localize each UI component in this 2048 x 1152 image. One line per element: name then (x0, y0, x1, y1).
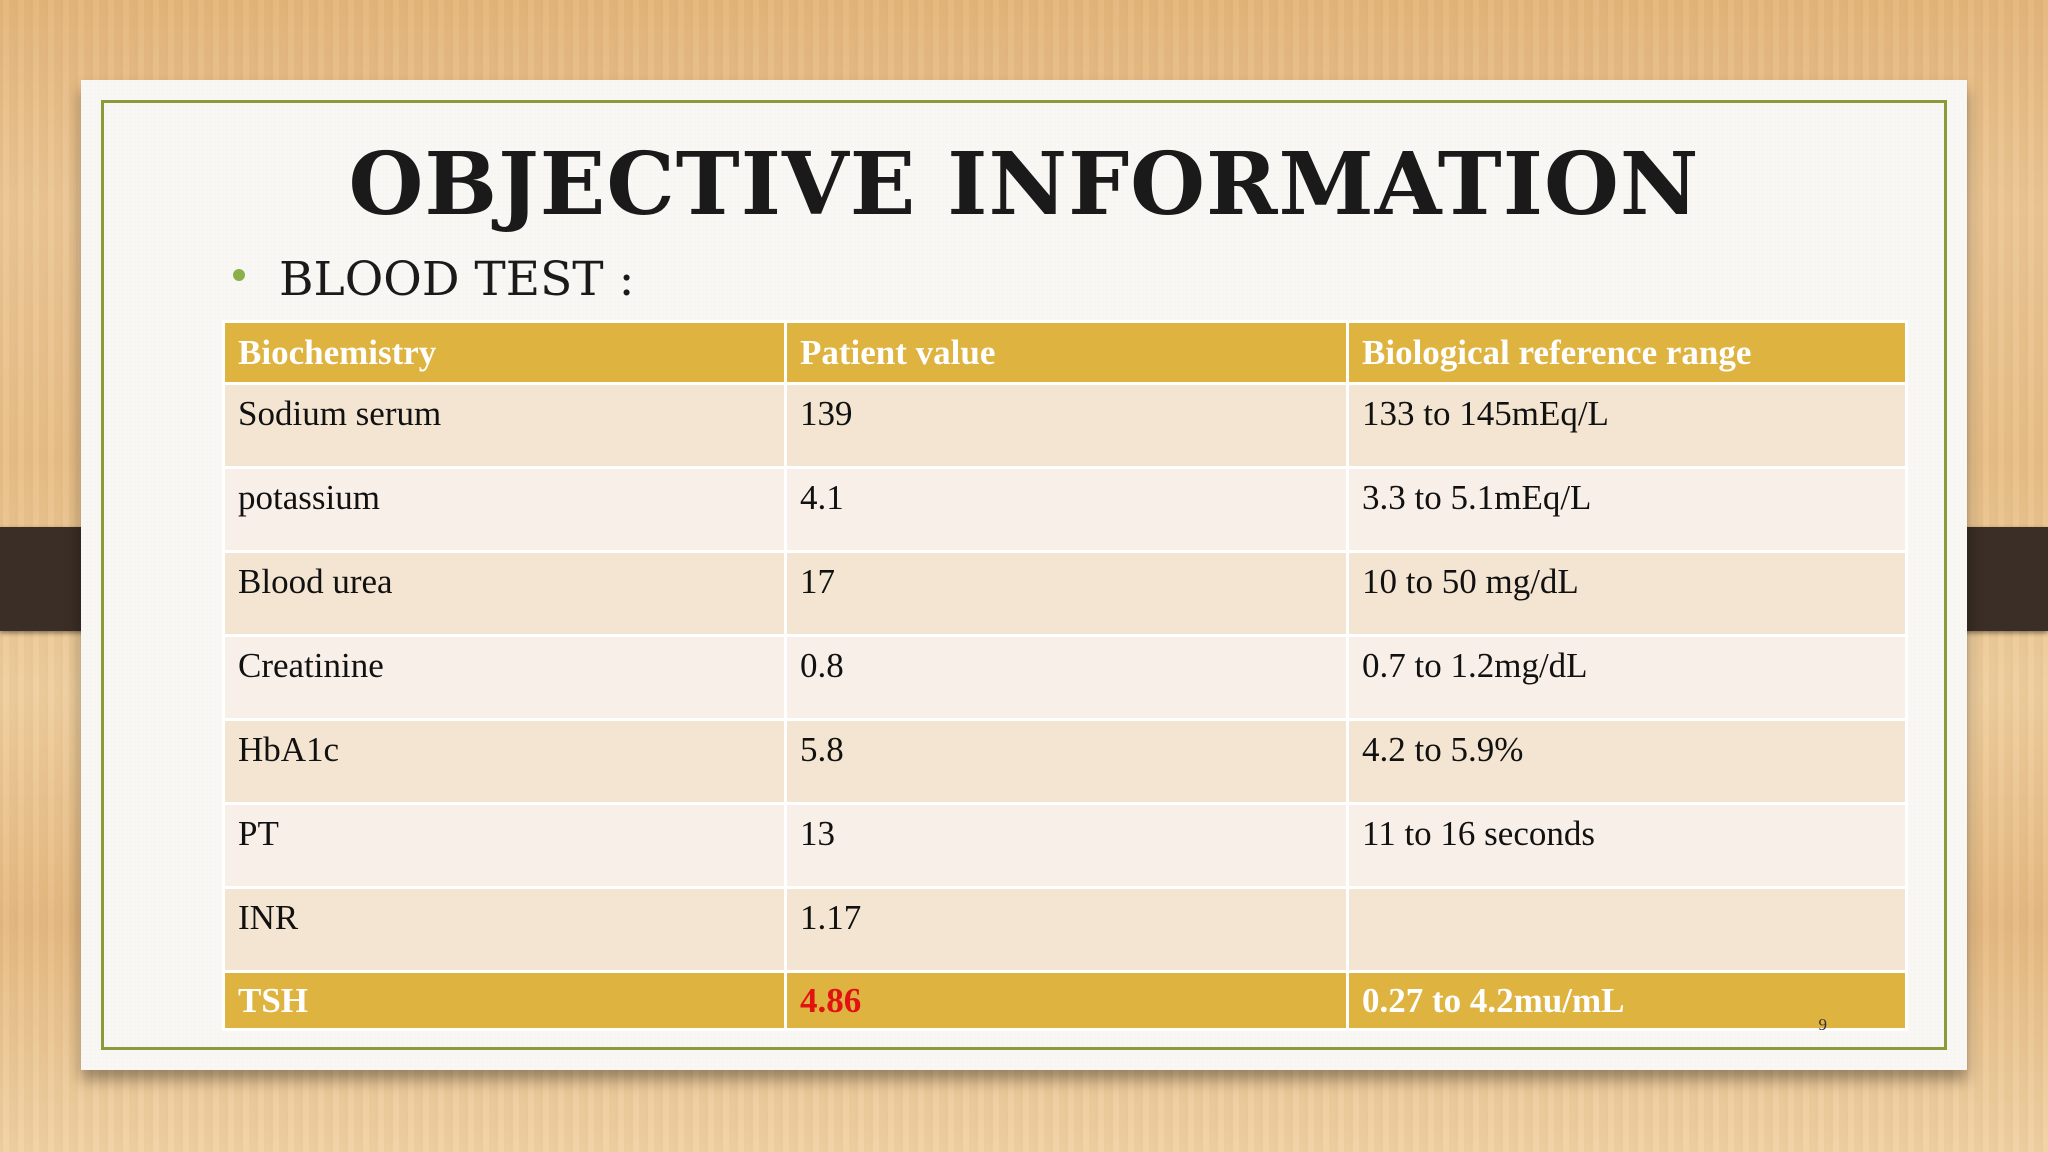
cell-range: 10 to 50 mg/dL (1346, 550, 1908, 637)
cell-value-abnormal: 4.86 (784, 970, 1349, 1031)
cell-value: 0.8 (784, 634, 1349, 721)
cell-test: potassium (222, 466, 787, 553)
slide-title: OBJECTIVE INFORMATION (348, 134, 1700, 235)
table-row-highlighted: TSH 4.86 0.27 to 4.2mu/mL (222, 970, 1908, 1031)
blood-test-table: Biochemistry Patient value Biological re… (222, 320, 1908, 1031)
bullet-item: BLOOD TEST : (233, 252, 634, 307)
cell-range: 3.3 to 5.1mEq/L (1346, 466, 1908, 553)
table-row: Creatinine 0.8 0.7 to 1.2mg/dL (222, 634, 1908, 721)
slide-card: OBJECTIVE INFORMATION BLOOD TEST : Bioch… (81, 80, 1967, 1070)
header-patient-value: Patient value (784, 320, 1349, 385)
table-row: PT 13 11 to 16 seconds (222, 802, 1908, 889)
bullet-dot-icon (233, 268, 245, 281)
cell-test: Creatinine (222, 634, 787, 721)
cell-range: 0.7 to 1.2mg/dL (1346, 634, 1908, 721)
table-header-row: Biochemistry Patient value Biological re… (222, 320, 1908, 385)
cell-range: 0.27 to 4.2mu/mL (1346, 970, 1908, 1031)
cell-test: HbA1c (222, 718, 787, 805)
table-row: Blood urea 17 10 to 50 mg/dL (222, 550, 1908, 637)
page-number: 9 (1818, 1015, 1828, 1034)
header-biochemistry: Biochemistry (222, 320, 787, 385)
cell-test: TSH (222, 970, 787, 1031)
bullet-text: BLOOD TEST : (279, 252, 635, 307)
cell-value: 17 (784, 550, 1349, 637)
cell-test: Blood urea (222, 550, 787, 637)
cell-value: 139 (784, 382, 1349, 469)
cell-test: PT (222, 802, 787, 889)
cell-range: 4.2 to 5.9% (1346, 718, 1908, 805)
cell-range: 133 to 145mEq/L (1346, 382, 1908, 469)
header-reference-range: Biological reference range (1346, 320, 1908, 385)
slide-frame (101, 100, 1947, 1050)
table-row: potassium 4.1 3.3 to 5.1mEq/L (222, 466, 1908, 553)
cell-range (1346, 886, 1908, 973)
cell-value: 13 (784, 802, 1349, 889)
cell-test: Sodium serum (222, 382, 787, 469)
cell-value: 4.1 (784, 466, 1349, 553)
table-row: INR 1.17 (222, 886, 1908, 973)
cell-range: 11 to 16 seconds (1346, 802, 1908, 889)
cell-value: 5.8 (784, 718, 1349, 805)
cell-value: 1.17 (784, 886, 1349, 973)
cell-test: INR (222, 886, 787, 973)
table-row: HbA1c 5.8 4.2 to 5.9% (222, 718, 1908, 805)
table-row: Sodium serum 139 133 to 145mEq/L (222, 382, 1908, 469)
